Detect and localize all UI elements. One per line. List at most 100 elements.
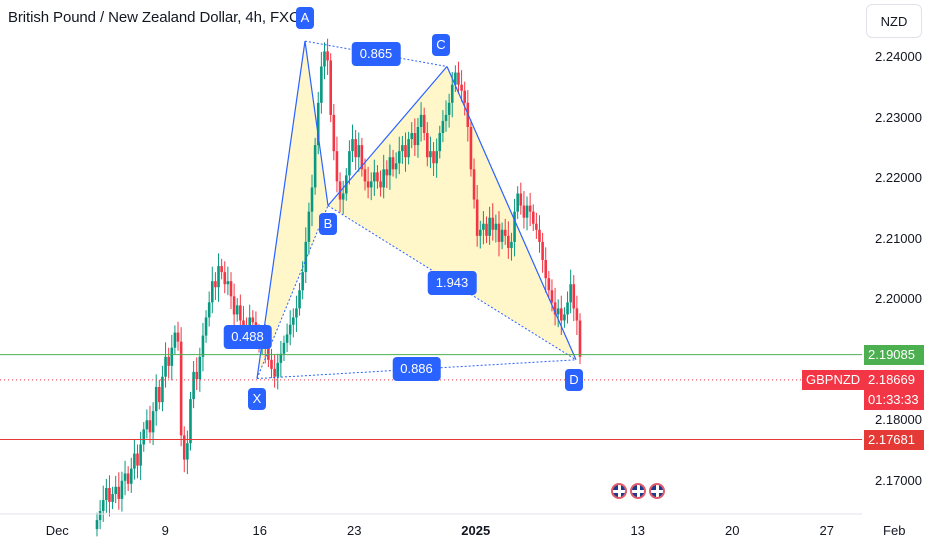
candle xyxy=(566,291,569,324)
candle-body xyxy=(301,272,304,291)
candle-body xyxy=(161,376,164,403)
candle xyxy=(560,295,563,336)
candle xyxy=(158,379,161,410)
candle xyxy=(126,466,130,492)
candle xyxy=(279,341,283,378)
uk-flag-icon[interactable] xyxy=(649,483,665,499)
candle xyxy=(226,266,230,296)
candle-body xyxy=(507,235,510,248)
candle-body xyxy=(485,223,488,236)
ratio-label[interactable]: 0.886 xyxy=(392,357,441,382)
candle xyxy=(478,220,482,249)
ratio-label[interactable]: 0.865 xyxy=(351,41,401,66)
currency-selector[interactable]: NZD xyxy=(866,4,922,38)
candle-body xyxy=(525,205,529,218)
candle-body xyxy=(285,334,289,343)
candle-body xyxy=(105,487,108,501)
candle-body xyxy=(276,362,280,377)
candle-body xyxy=(133,453,136,469)
candle xyxy=(326,38,329,75)
candle xyxy=(332,104,336,161)
candle xyxy=(410,122,414,149)
candle xyxy=(154,374,158,426)
pattern-point-c[interactable]: C xyxy=(432,33,450,56)
pattern-ratio-line xyxy=(256,205,329,379)
time-tick-label: 27 xyxy=(819,523,834,538)
candle-body xyxy=(111,494,114,502)
pattern-leg xyxy=(256,41,306,379)
candle xyxy=(413,118,417,157)
price-tick-label: 2.21000 xyxy=(875,230,922,246)
candle-body xyxy=(553,302,557,315)
candle xyxy=(348,140,351,185)
ratio-label[interactable]: 0.488 xyxy=(223,325,272,350)
candle-body xyxy=(510,241,513,248)
pattern-leg xyxy=(327,66,448,206)
candle-body xyxy=(563,314,566,321)
candle-body xyxy=(391,157,395,170)
candle xyxy=(111,486,114,510)
candle-body xyxy=(341,193,345,200)
candle xyxy=(482,211,485,245)
candle-body xyxy=(566,302,569,315)
pattern-point-d[interactable]: D xyxy=(565,368,583,391)
candle-body xyxy=(463,90,467,103)
candle-body xyxy=(575,308,579,321)
candle xyxy=(133,439,136,480)
pattern-point-a[interactable]: A xyxy=(296,7,314,30)
candle-body xyxy=(239,305,242,321)
candle xyxy=(491,203,495,241)
candle xyxy=(525,196,529,231)
candle xyxy=(469,119,473,177)
candle xyxy=(170,335,174,381)
candle xyxy=(422,107,426,141)
pattern-point-b[interactable]: B xyxy=(319,212,337,235)
candle xyxy=(214,272,217,300)
candle-body xyxy=(544,260,548,279)
candle-body xyxy=(397,151,401,164)
candle xyxy=(438,125,442,159)
time-tick-label: Feb xyxy=(883,523,906,538)
candle xyxy=(441,110,445,143)
candle-body xyxy=(376,172,379,182)
pattern-ratio-line xyxy=(256,359,577,380)
candle-body xyxy=(326,51,329,61)
candle-body xyxy=(192,371,195,400)
uk-flag-icon[interactable] xyxy=(630,483,646,499)
uk-flag-icon[interactable] xyxy=(611,483,627,499)
candle xyxy=(538,215,541,253)
candle-body xyxy=(226,281,230,285)
candle-body xyxy=(126,473,130,484)
candle-body xyxy=(242,320,245,327)
candle-body xyxy=(475,199,479,236)
candle-body xyxy=(204,317,208,336)
candle xyxy=(432,142,435,176)
candle xyxy=(307,202,311,255)
candle xyxy=(404,132,407,172)
candle xyxy=(373,159,376,196)
price-tick-label: 2.24000 xyxy=(875,49,922,65)
candle xyxy=(120,471,124,512)
candle-body xyxy=(351,139,354,152)
candle-body xyxy=(335,151,339,182)
candle-body xyxy=(332,114,336,152)
candle-body xyxy=(550,290,554,303)
candle-body xyxy=(179,341,183,436)
candle xyxy=(105,478,108,513)
candle-body xyxy=(366,181,370,188)
candle xyxy=(553,287,557,326)
candle-body xyxy=(497,223,501,242)
green-price-tag: 2.19085 xyxy=(864,344,924,365)
ratio-label[interactable]: 1.943 xyxy=(427,270,477,295)
candle xyxy=(397,136,401,175)
candle xyxy=(357,132,361,172)
candle-body xyxy=(379,181,382,188)
candle-body xyxy=(214,281,217,288)
candle-body xyxy=(232,296,236,315)
pattern-point-x[interactable]: X xyxy=(248,387,266,410)
candle-body xyxy=(158,387,161,403)
candle-body xyxy=(447,102,451,115)
candle-body xyxy=(189,399,192,444)
candle-body xyxy=(316,102,320,146)
